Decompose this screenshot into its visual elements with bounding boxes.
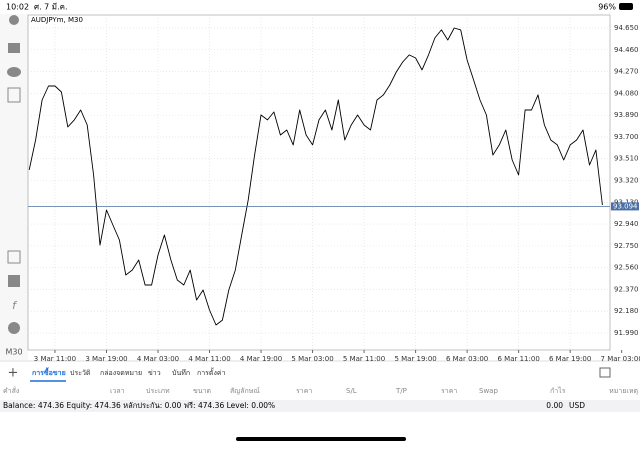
x-tick-label: 7 Mar 03:00 <box>601 355 640 363</box>
current-price-label: 93.094 <box>613 202 638 210</box>
icon-new-order[interactable] <box>7 87 21 103</box>
x-tick-label: 5 Mar 11:00 <box>343 355 385 363</box>
icon-trade[interactable] <box>8 43 20 53</box>
tab[interactable]: บันทึก <box>172 368 190 377</box>
icon-chat[interactable] <box>7 67 21 77</box>
column-header: กำไร <box>550 386 566 395</box>
total-profit: 0.00 <box>546 401 563 410</box>
chart-title: AUDJPYm, M30 <box>31 16 83 24</box>
y-tick-label: 92.560 <box>614 264 639 272</box>
column-header: ราคา <box>296 387 312 395</box>
column-header: ขนาด <box>193 387 211 395</box>
y-tick-label: 94.460 <box>614 46 639 54</box>
x-tick-label: 5 Mar 19:00 <box>394 355 436 363</box>
y-tick-label: 92.940 <box>614 220 639 228</box>
column-header: ราคา <box>441 387 457 395</box>
icon-account[interactable] <box>9 15 19 25</box>
y-tick-label: 92.750 <box>614 242 639 250</box>
tab[interactable]: กล่องจดหมาย <box>100 369 142 377</box>
tab[interactable]: ข่าว <box>148 369 161 377</box>
clock: 10:02 <box>6 3 29 12</box>
y-tick-label: 92.370 <box>614 285 639 293</box>
column-header: หมายเหตุ <box>609 387 638 395</box>
account-summary: Balance: 474.36 Equity: 474.36 หลักประกั… <box>3 401 275 410</box>
timeframe-button[interactable]: M30 <box>5 348 22 357</box>
x-tick-label: 4 Mar 11:00 <box>188 355 230 363</box>
icon-objects[interactable] <box>8 322 20 334</box>
column-header: เวลา <box>110 387 125 395</box>
y-tick-label: 91.990 <box>614 329 639 337</box>
tab[interactable]: ประวัติ <box>70 369 91 377</box>
add-button[interactable]: + <box>8 366 19 381</box>
x-tick-label: 4 Mar 19:00 <box>240 355 282 363</box>
x-tick-label: 5 Mar 03:00 <box>291 355 333 363</box>
price-line <box>28 27 603 326</box>
toolbar-icons: f <box>7 15 21 334</box>
battery-icon <box>619 3 633 10</box>
icon-indicators[interactable]: f <box>12 299 18 312</box>
y-tick-label: 93.700 <box>614 133 639 141</box>
home-indicator <box>236 437 406 441</box>
y-tick-label: 92.180 <box>614 307 639 315</box>
x-tick-label: 6 Mar 03:00 <box>446 355 488 363</box>
currency: USD <box>569 401 585 410</box>
x-tick-label: 3 Mar 19:00 <box>85 355 127 363</box>
y-tick-label: 93.130 <box>614 198 639 206</box>
y-tick-label: 94.650 <box>614 24 639 32</box>
x-tick-label: 3 Mar 11:00 <box>34 355 76 363</box>
date: ศ. 7 มี.ค. <box>34 3 68 12</box>
y-tick-label: 93.890 <box>614 111 639 119</box>
column-header: สัญลักษณ์ <box>230 387 260 395</box>
icon-crosshair[interactable] <box>7 250 21 264</box>
column-header: ประเภท <box>146 387 170 395</box>
battery-level: 96% <box>598 3 616 12</box>
summary-bar <box>0 400 640 412</box>
column-header: คำสั่ง <box>3 386 19 395</box>
x-tick-label: 4 Mar 03:00 <box>137 355 179 363</box>
y-tick-label: 94.270 <box>614 68 639 76</box>
plot-frame <box>27 14 611 351</box>
tab[interactable]: การตั้งค่า <box>197 366 226 377</box>
current-price-box <box>611 202 639 211</box>
layout-button[interactable] <box>599 367 611 378</box>
tab[interactable]: การซื้อขาย <box>32 366 66 377</box>
column-header: S/L <box>346 387 357 395</box>
column-header: T/P <box>395 387 407 395</box>
y-tick-label: 93.510 <box>614 155 639 163</box>
y-tick-label: 93.320 <box>614 176 639 184</box>
x-tick-label: 6 Mar 19:00 <box>549 355 591 363</box>
icon-chart-type[interactable] <box>8 275 20 287</box>
x-tick-label: 6 Mar 11:00 <box>497 355 539 363</box>
column-header: Swap <box>479 387 498 395</box>
y-tick-label: 94.080 <box>614 89 639 97</box>
